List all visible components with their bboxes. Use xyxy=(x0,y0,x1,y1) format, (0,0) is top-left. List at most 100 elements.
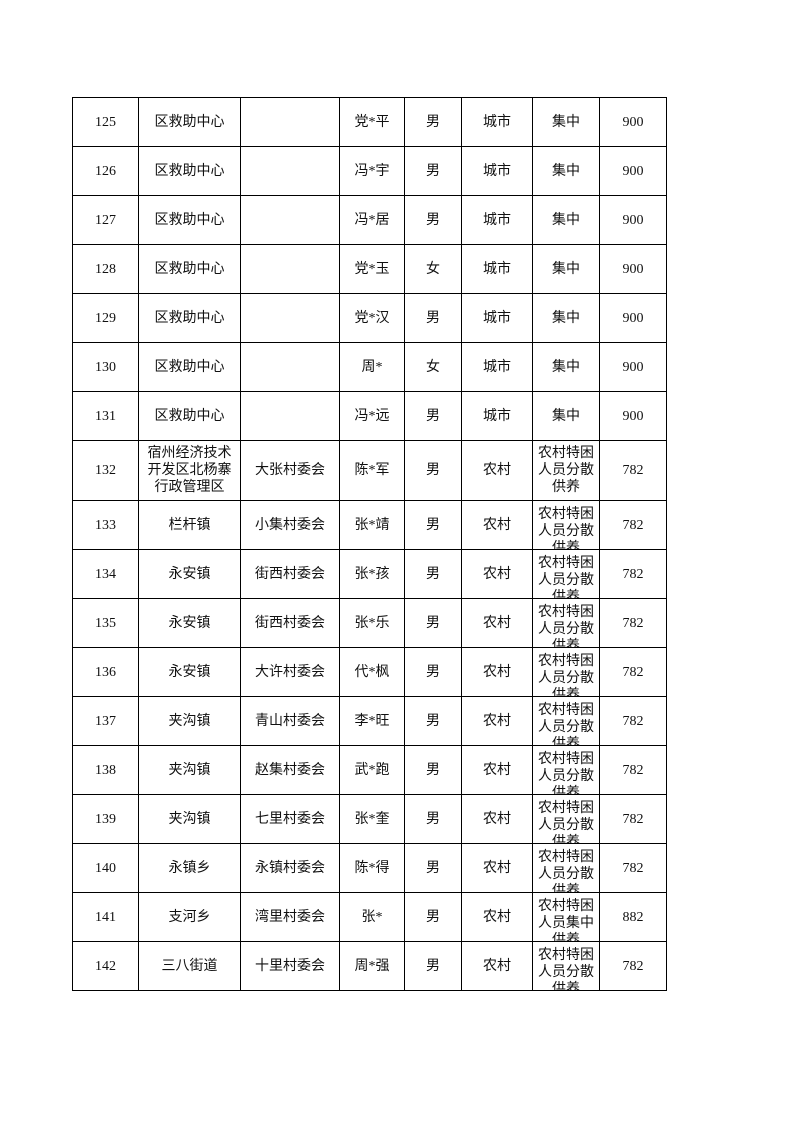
row-number-text: 134 xyxy=(95,566,116,582)
row-number: 138 xyxy=(72,745,139,795)
village-cell xyxy=(240,244,340,294)
amount-cell: 782 xyxy=(599,647,667,697)
row-number-text: 142 xyxy=(95,958,116,974)
row-number-text: 127 xyxy=(95,212,116,228)
village-cell xyxy=(240,195,340,245)
row-number-text: 140 xyxy=(95,860,116,876)
name-cell-text: 冯*居 xyxy=(354,212,390,228)
amount-cell-text: 782 xyxy=(622,811,644,827)
support-type-cell-text: 集中 xyxy=(552,408,580,424)
support-type-cell-text: 集中 xyxy=(552,261,580,277)
household-type-cell: 农村 xyxy=(461,843,533,893)
support-type-cell: 农村特困人员分散供养 xyxy=(532,696,600,746)
support-type-cell: 农村特困人员分散供养 xyxy=(532,440,600,501)
gender-cell-text: 男 xyxy=(426,762,440,778)
gender-cell-text: 女 xyxy=(426,359,440,375)
area-cell-text: 永安镇 xyxy=(168,566,211,582)
household-type-cell-text: 农村 xyxy=(483,909,511,925)
table-row: 127 区救助中心 冯*居 男 城市 集中 900 xyxy=(72,195,667,245)
village-cell: 青山村委会 xyxy=(240,696,340,746)
row-number-text: 130 xyxy=(95,359,116,375)
row-number: 142 xyxy=(72,941,139,991)
amount-cell: 782 xyxy=(599,549,667,599)
gender-cell-text: 男 xyxy=(426,958,440,974)
name-cell: 党*玉 xyxy=(339,244,405,294)
amount-cell: 782 xyxy=(599,500,667,550)
amount-cell-text: 900 xyxy=(622,408,644,424)
household-type-cell-text: 农村 xyxy=(483,762,511,778)
gender-cell-text: 男 xyxy=(426,713,440,729)
gender-cell-text: 男 xyxy=(426,566,440,582)
gender-cell-text: 女 xyxy=(426,261,440,277)
name-cell-text: 周* xyxy=(361,359,383,375)
household-type-cell: 农村 xyxy=(461,598,533,648)
support-type-cell-text: 农村特困人员分散供养 xyxy=(538,605,594,647)
amount-cell: 900 xyxy=(599,293,667,343)
row-number: 131 xyxy=(72,391,139,441)
household-type-cell: 农村 xyxy=(461,794,533,844)
support-type-cell: 农村特困人员分散供养 xyxy=(532,598,600,648)
village-cell xyxy=(240,293,340,343)
village-cell-text: 街西村委会 xyxy=(255,615,325,631)
gender-cell: 男 xyxy=(404,794,462,844)
area-cell: 区救助中心 xyxy=(138,97,241,147)
area-cell-text: 永安镇 xyxy=(168,664,211,680)
village-cell: 街西村委会 xyxy=(240,598,340,648)
area-cell-text: 宿州经济技术开发区北杨寨行政管理区 xyxy=(147,446,232,495)
amount-cell-text: 782 xyxy=(622,958,644,974)
row-number: 128 xyxy=(72,244,139,294)
amount-cell: 782 xyxy=(599,440,667,501)
table-row: 139 夹沟镇 七里村委会 张*奎 男 农村 农村特困人员分散供养 782 xyxy=(72,794,667,844)
name-cell: 张*孩 xyxy=(339,549,405,599)
name-cell: 周* xyxy=(339,342,405,392)
area-cell: 区救助中心 xyxy=(138,342,241,392)
row-number-text: 132 xyxy=(95,463,116,478)
amount-cell-text: 900 xyxy=(622,163,644,179)
table-row: 141 支河乡 湾里村委会 张* 男 农村 农村特困人员集中供养 882 xyxy=(72,892,667,942)
name-cell-text: 张*奎 xyxy=(354,811,390,827)
support-type-cell: 农村特困人员分散供养 xyxy=(532,500,600,550)
village-cell-text: 七里村委会 xyxy=(255,811,325,827)
amount-cell: 782 xyxy=(599,745,667,795)
support-type-cell: 农村特困人员集中供养 xyxy=(532,892,600,942)
name-cell-text: 陈*军 xyxy=(354,463,390,478)
gender-cell-text: 男 xyxy=(426,860,440,876)
gender-cell: 男 xyxy=(404,146,462,196)
amount-cell-text: 782 xyxy=(622,860,644,876)
support-type-cell-text: 农村特困人员分散供养 xyxy=(538,703,594,745)
table-row: 133 栏杆镇 小集村委会 张*靖 男 农村 农村特困人员分散供养 782 xyxy=(72,500,667,550)
household-type-cell: 城市 xyxy=(461,244,533,294)
amount-cell: 900 xyxy=(599,97,667,147)
amount-cell: 782 xyxy=(599,941,667,991)
gender-cell: 男 xyxy=(404,500,462,550)
row-number: 132 xyxy=(72,440,139,501)
name-cell: 张* xyxy=(339,892,405,942)
village-cell-text: 小集村委会 xyxy=(255,517,325,533)
name-cell: 陈*军 xyxy=(339,440,405,501)
support-type-cell: 集中 xyxy=(532,293,600,343)
household-type-cell: 城市 xyxy=(461,97,533,147)
name-cell-text: 代*枫 xyxy=(354,664,390,680)
row-number: 130 xyxy=(72,342,139,392)
amount-cell-text: 782 xyxy=(622,713,644,729)
table-row: 138 夹沟镇 赵集村委会 武*跑 男 农村 农村特困人员分散供养 782 xyxy=(72,745,667,795)
amount-cell: 782 xyxy=(599,598,667,648)
area-cell-text: 区救助中心 xyxy=(154,114,225,130)
household-type-cell-text: 农村 xyxy=(483,713,511,729)
name-cell: 党*汉 xyxy=(339,293,405,343)
table-row: 126 区救助中心 冯*宇 男 城市 集中 900 xyxy=(72,146,667,196)
gender-cell: 男 xyxy=(404,195,462,245)
name-cell-text: 冯*宇 xyxy=(354,163,390,179)
village-cell xyxy=(240,342,340,392)
amount-cell: 900 xyxy=(599,342,667,392)
support-type-cell-text: 集中 xyxy=(552,212,580,228)
amount-cell-text: 882 xyxy=(622,909,644,925)
gender-cell-text: 男 xyxy=(426,114,440,130)
row-number: 136 xyxy=(72,647,139,697)
support-type-cell-text: 集中 xyxy=(552,114,580,130)
village-cell-text: 湾里村委会 xyxy=(255,909,325,925)
household-type-cell-text: 城市 xyxy=(483,359,511,375)
area-cell: 栏杆镇 xyxy=(138,500,241,550)
area-cell: 永安镇 xyxy=(138,598,241,648)
village-cell-text: 永镇村委会 xyxy=(255,860,325,876)
